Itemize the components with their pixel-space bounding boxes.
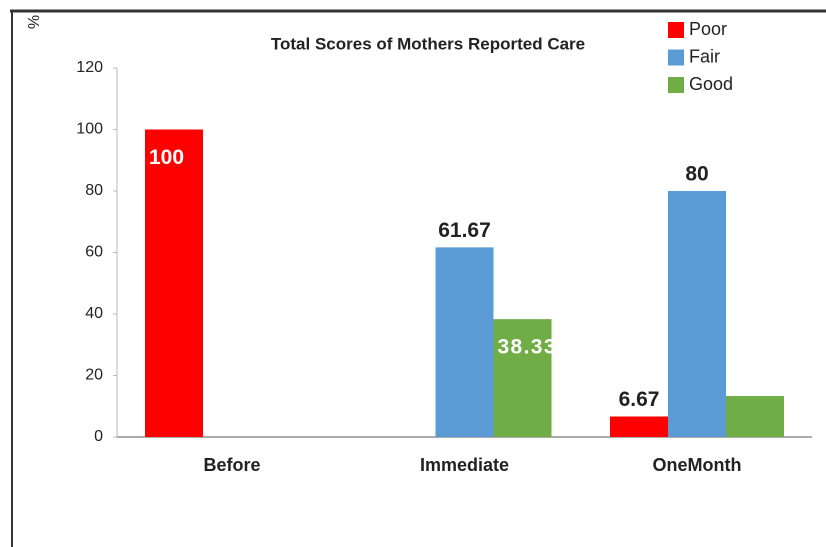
legend-swatch xyxy=(668,22,684,38)
data-label: 6.67 xyxy=(619,388,660,411)
data-label: 100 xyxy=(149,146,184,169)
y-tick-label: 80 xyxy=(85,182,103,199)
bar xyxy=(668,191,726,437)
x-tick-label: OneMonth xyxy=(653,455,742,475)
data-label: 61.67 xyxy=(438,219,491,242)
y-tick-label: 60 xyxy=(85,244,103,261)
legend-label: Good xyxy=(689,74,733,94)
data-label: 38.33 xyxy=(498,336,556,359)
x-tick-label: Before xyxy=(203,455,260,475)
data-label: 80 xyxy=(685,163,708,186)
bar xyxy=(610,416,668,437)
y-axis-label: % xyxy=(24,15,41,29)
bar xyxy=(493,319,552,437)
y-tick-label: 120 xyxy=(76,59,103,76)
chart-title: Total Scores of Mothers Reported Care xyxy=(271,34,585,53)
y-tick-label: 100 xyxy=(76,121,103,138)
legend-swatch xyxy=(668,49,684,66)
bar xyxy=(726,396,784,437)
y-tick-label: 20 xyxy=(85,367,103,384)
legend-label: Fair xyxy=(689,46,720,66)
bar xyxy=(435,247,494,437)
legend-swatch xyxy=(668,77,684,93)
x-tick-label: Immediate xyxy=(420,455,509,475)
y-tick-label: 0 xyxy=(94,428,103,445)
y-tick-label: 40 xyxy=(85,305,103,322)
legend-label: Poor xyxy=(689,19,727,39)
bar xyxy=(145,129,203,437)
